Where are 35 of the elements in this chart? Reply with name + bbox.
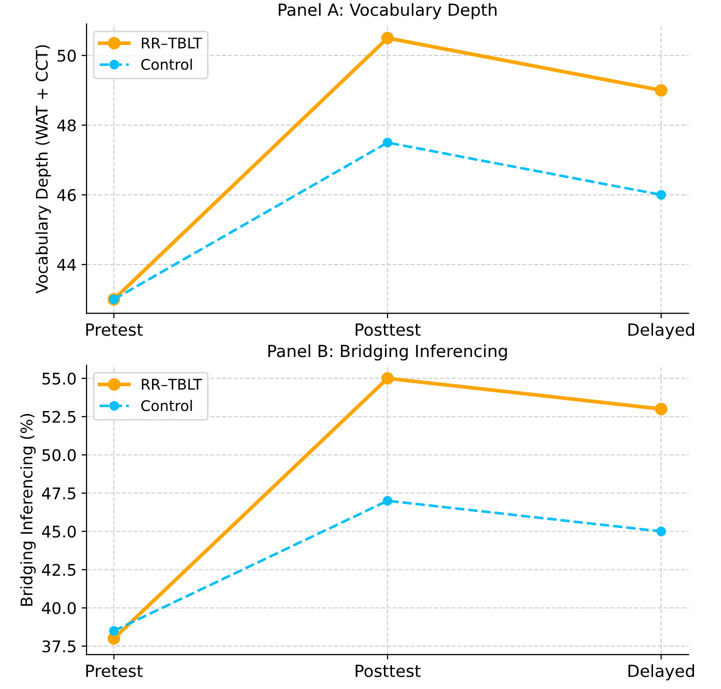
y-axis-title: Bridging Inferencing (%) xyxy=(20,414,36,606)
y-tick-label: 47.5 xyxy=(42,488,76,500)
y-tick-label: 40.0 xyxy=(42,602,76,614)
legend-label: RR–TBLT xyxy=(142,378,202,390)
x-tick-label: Pretest xyxy=(86,664,143,678)
point xyxy=(656,526,666,536)
y-axis-title: Vocabulary Depth (WAT + CCT) xyxy=(35,45,51,294)
y-tick-label: 55.0 xyxy=(42,372,76,385)
x-tick-label: Posttest xyxy=(356,664,421,678)
point xyxy=(382,138,392,148)
y-tick-label: 50.0 xyxy=(42,449,76,462)
y-tick-label: 44 xyxy=(57,258,76,271)
y-tick-label: 48 xyxy=(57,119,76,132)
legend-label: Control xyxy=(141,58,192,70)
y-tick-label: 45.0 xyxy=(42,526,76,538)
point xyxy=(381,32,394,44)
point xyxy=(654,84,668,97)
point xyxy=(654,402,668,416)
chart-title: Panel B: Bridging Inferencing xyxy=(268,344,507,360)
y-tick-label: 42.5 xyxy=(42,564,76,576)
x-tick-label: Delayed xyxy=(628,664,694,680)
y-tick-label: 37.5 xyxy=(42,640,76,652)
chart-title: Panel A: Vocabulary Depth xyxy=(278,3,496,20)
y-tick-label: 52.5 xyxy=(42,410,76,423)
legend-label: Control xyxy=(141,400,192,412)
point xyxy=(382,496,392,506)
point xyxy=(656,190,666,200)
x-tick-label: Posttest xyxy=(356,324,421,336)
point xyxy=(381,372,394,385)
y-tick-label: 50 xyxy=(58,50,76,62)
x-tick-label: Pretest xyxy=(86,324,143,336)
y-tick-label: 46 xyxy=(57,189,76,202)
x-tick-label: Delayed xyxy=(628,323,694,340)
point xyxy=(109,626,119,636)
legend-label: RR–TBLT xyxy=(142,38,202,48)
